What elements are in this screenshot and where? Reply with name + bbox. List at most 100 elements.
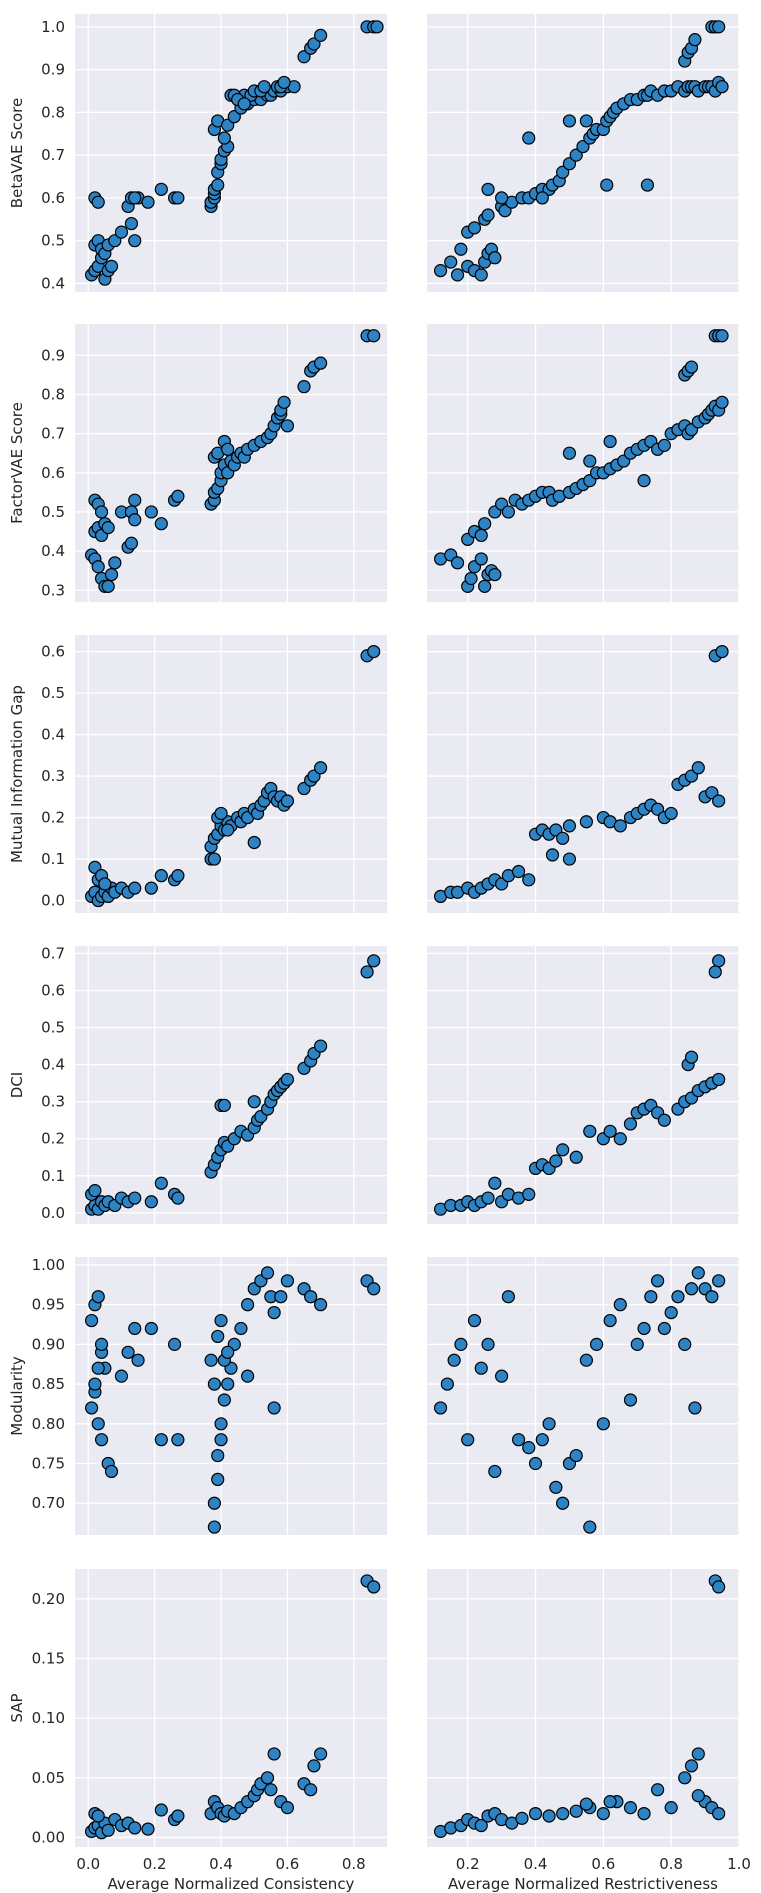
scatter-point	[214, 1433, 228, 1447]
y-tick-label: 0.00	[32, 1828, 65, 1846]
scatter-point	[91, 560, 105, 574]
x-axis-label: Average Normalized Consistency	[108, 1875, 355, 1893]
scatter-panel-4-1	[427, 1257, 740, 1535]
scatter-point	[260, 1771, 275, 1785]
scatter-point	[114, 225, 129, 239]
scatter-point	[128, 234, 142, 248]
scatter-point	[221, 1345, 235, 1359]
y-tick-label: 0.2	[41, 809, 65, 827]
scatter-point	[583, 454, 597, 468]
scatter-point	[556, 831, 570, 845]
scatter-point	[217, 1393, 231, 1407]
scatter-point	[569, 1150, 583, 1164]
scatter-point	[549, 1480, 563, 1494]
y-tick-label: 0.6	[41, 464, 65, 482]
scatter-point	[478, 517, 492, 531]
y-tick-label: 0.6	[41, 189, 65, 207]
y-axis-label: Modularity	[8, 1356, 26, 1436]
scatter-panel-1-1	[427, 324, 740, 602]
scatter-point	[128, 1821, 142, 1835]
scatter-point	[211, 1329, 225, 1344]
scatter-point	[171, 1809, 185, 1823]
scatter-point	[603, 1795, 617, 1809]
scatter-point	[522, 131, 536, 145]
scatter-point	[522, 1441, 536, 1455]
scatter-point	[613, 1298, 627, 1312]
scatter-point	[691, 1789, 705, 1803]
scatter-point	[596, 1806, 610, 1821]
scatter-point	[651, 1783, 665, 1797]
scatter-point	[367, 954, 381, 968]
scatter-point	[207, 1377, 222, 1391]
scatter-point	[131, 1353, 145, 1367]
scatter-point	[367, 1282, 381, 1296]
scatter-point	[154, 1433, 168, 1447]
x-tick-label: 0.0	[76, 1855, 100, 1873]
scatter-point	[91, 1361, 105, 1375]
scatter-point	[481, 208, 495, 222]
scatter-point	[227, 110, 241, 124]
panel-background	[75, 14, 387, 292]
scatter-point	[207, 852, 222, 866]
scatter-point	[583, 1520, 597, 1534]
scatter-point	[277, 395, 291, 409]
scatter-point	[128, 1191, 142, 1205]
scatter-point	[600, 178, 614, 192]
y-tick-label: 0.5	[41, 503, 65, 521]
scatter-point	[314, 356, 328, 370]
scatter-point	[501, 505, 515, 519]
scatter-point	[705, 1290, 719, 1304]
scatter-point	[304, 1783, 318, 1797]
scatter-point	[545, 848, 560, 862]
scatter-point	[128, 513, 142, 527]
scatter-point	[495, 1369, 509, 1383]
scatter-point	[542, 1809, 556, 1823]
scatter-point	[101, 521, 115, 535]
y-tick-label: 0.2	[41, 1130, 65, 1148]
scatter-point	[712, 20, 726, 34]
scatter-point	[657, 1113, 671, 1127]
scatter-point	[715, 644, 729, 659]
scatter-panel-5-0: 0.00 0.05 0.10 0.15 0.20 0.0 0.2 0.4 0.6 0.8 SAP Av…	[8, 1569, 387, 1893]
scatter-point	[237, 97, 251, 111]
scatter-point	[596, 1417, 610, 1431]
scatter-point	[440, 1377, 454, 1391]
scatter-point	[91, 195, 105, 209]
y-tick-label: 0.0	[41, 892, 65, 910]
scatter-point	[124, 536, 139, 550]
y-axis-label: FactorVAE Score	[8, 402, 26, 524]
scatter-point	[511, 864, 526, 879]
scatter-point	[114, 1369, 129, 1383]
scatter-point	[171, 191, 185, 205]
y-axis-label: Mutual Information Gap	[8, 685, 26, 863]
scatter-point	[488, 1176, 502, 1190]
scatter-point	[280, 1801, 295, 1815]
scatter-point	[94, 1337, 109, 1351]
scatter-point	[613, 1132, 627, 1146]
scatter-point	[221, 823, 235, 837]
scatter-point	[280, 794, 295, 808]
y-tick-label: 0.4	[41, 542, 65, 560]
scatter-point	[257, 80, 271, 94]
scatter-point	[684, 1759, 699, 1773]
scatter-point	[171, 1191, 185, 1205]
scatter-panel-0-1	[427, 14, 740, 292]
scatter-point	[562, 819, 577, 833]
scatter-point	[579, 1797, 593, 1811]
scatter-point	[481, 182, 495, 196]
scatter-point	[84, 1313, 99, 1328]
scatter-point	[657, 438, 671, 452]
y-tick-label: 0.4	[41, 1056, 65, 1074]
y-tick-label: 0.7	[41, 425, 65, 443]
scatter-point	[124, 216, 139, 231]
scatter-point	[221, 442, 235, 456]
scatter-panel-3-1	[427, 946, 740, 1224]
scatter-point	[511, 1433, 526, 1447]
scatter-point	[579, 815, 593, 829]
y-tick-label: 0.6	[41, 643, 65, 661]
scatter-point	[277, 75, 291, 90]
scatter-point	[712, 954, 726, 968]
scatter-point	[474, 268, 488, 282]
scatter-point	[488, 251, 502, 265]
y-tick-label: 0.0	[41, 1204, 65, 1222]
